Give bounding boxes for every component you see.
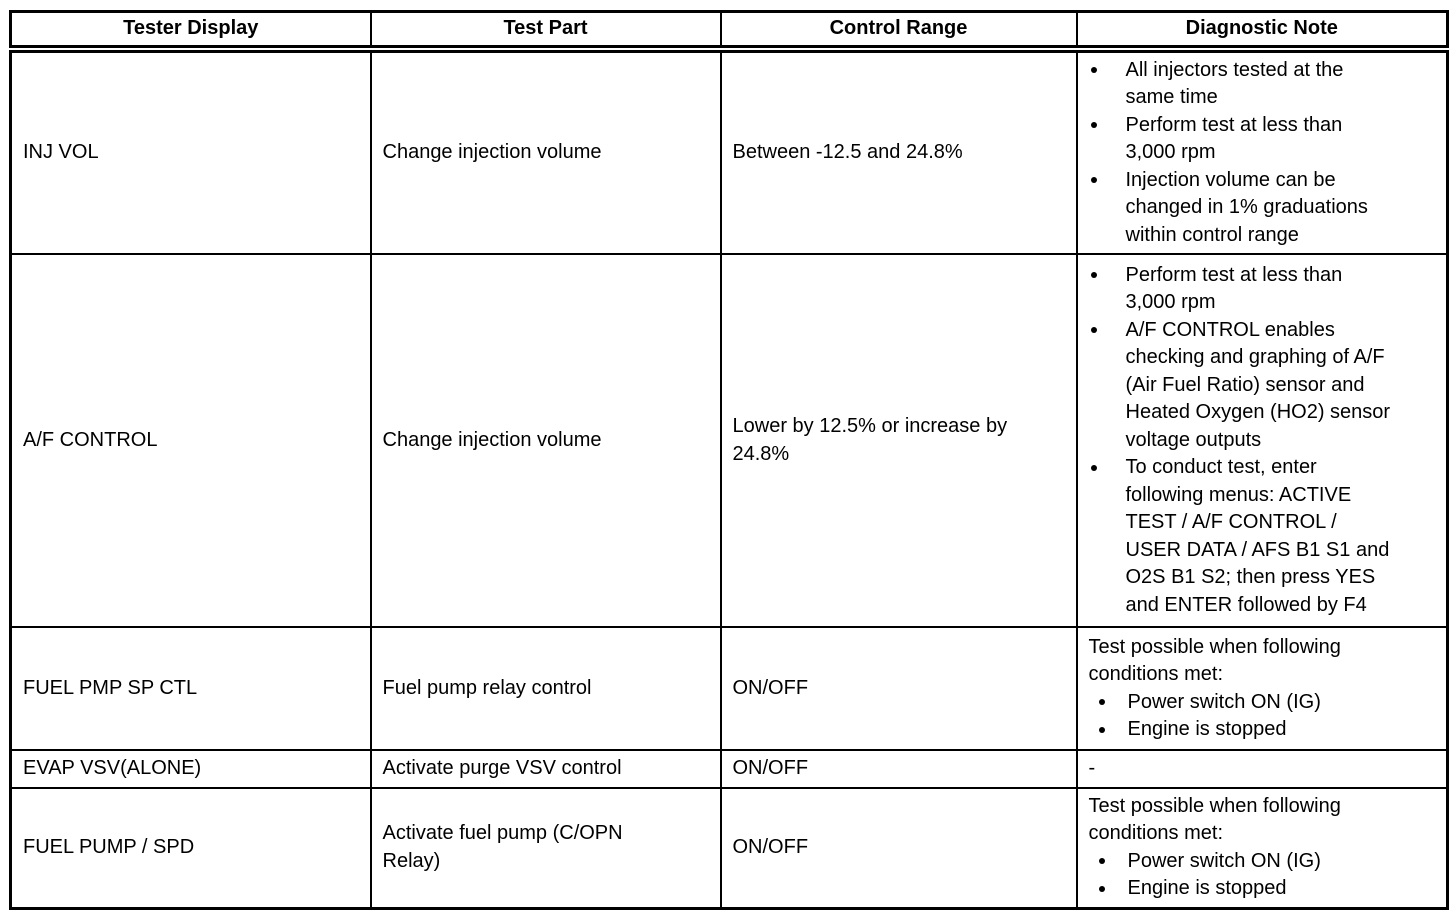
table-row: FUEL PUMP / SPD Activate fuel pump (C/OP…	[9, 786, 1449, 909]
note-bullet-list: Perform test at less than 3,000 rpm A/F C…	[1089, 262, 1439, 620]
cell-tester-display: INJ VOL	[9, 47, 372, 255]
cell-diagnostic-note: Perform test at less than 3,000 rpm A/F C…	[1075, 253, 1449, 628]
cell-diagnostic-note: Test possible when following conditions …	[1075, 786, 1449, 909]
cell-test-part: Activate purge VSV control	[369, 749, 722, 789]
cell-diagnostic-note: All injectors tested at the same time Per…	[1075, 47, 1449, 255]
note-bullet-list: Power switch ON (IG) Engine is stopped	[1089, 689, 1439, 744]
column-header-control-range: Control Range	[719, 10, 1078, 53]
note-bullet-item: A/F CONTROL enables checking and graphin…	[1089, 317, 1439, 455]
note-bullet-list: All injectors tested at the same time Per…	[1089, 57, 1439, 250]
note-intro: Test possible when following conditions …	[1088, 635, 1341, 686]
column-header-diagnostic-note: Diagnostic Note	[1075, 10, 1449, 53]
cell-test-part: Change injection volume	[369, 47, 722, 255]
note-bullet-item: Engine is stopped	[1089, 875, 1439, 903]
table-row: EVAP VSV(ALONE) Activate purge VSV contr…	[9, 749, 1449, 789]
cell-control-range: ON/OFF	[719, 626, 1078, 751]
note-bullet-list: Power switch ON (IG) Engine is stopped	[1089, 848, 1439, 903]
column-header-test-part: Test Part	[369, 10, 722, 53]
diagnostic-table: Tester Display Test Part Control Range D…	[9, 10, 1449, 910]
note-bullet-item: Engine is stopped	[1089, 716, 1439, 744]
cell-diagnostic-note: Test possible when following conditions …	[1075, 626, 1449, 751]
cell-control-range: ON/OFF	[719, 749, 1078, 789]
note-text: -	[1088, 757, 1096, 779]
cell-control-range: ON/OFF	[719, 786, 1078, 909]
cell-diagnostic-note: -	[1075, 749, 1449, 789]
cell-tester-display: EVAP VSV(ALONE)	[9, 749, 372, 789]
cell-tester-display: FUEL PUMP / SPD	[9, 786, 372, 909]
note-bullet-item: All injectors tested at the same time	[1089, 57, 1439, 112]
note-bullet-item: To conduct test, enter following menus: …	[1089, 454, 1439, 619]
table-row: INJ VOL Change injection volume Between …	[9, 47, 1449, 255]
cell-test-part: Fuel pump relay control	[369, 626, 722, 751]
table-row: FUEL PMP SP CTL Fuel pump relay control …	[9, 626, 1449, 751]
cell-test-part: Activate fuel pump (C/OPN Relay)	[369, 786, 722, 909]
cell-tester-display: FUEL PMP SP CTL	[9, 626, 372, 751]
note-bullet-item: Power switch ON (IG)	[1089, 848, 1439, 876]
note-bullet-item: Power switch ON (IG)	[1089, 689, 1439, 717]
note-bullet-item: Injection volume can be changed in 1% gr…	[1089, 167, 1439, 250]
header-row: Tester Display Test Part Control Range D…	[9, 10, 1449, 53]
column-header-tester-display: Tester Display	[9, 10, 372, 53]
note-bullet-item: Perform test at less than 3,000 rpm	[1089, 262, 1439, 317]
cell-control-range: Between -12.5 and 24.8%	[719, 47, 1078, 255]
table-row: A/F CONTROL Change injection volume Lowe…	[9, 253, 1449, 628]
cell-control-range: Lower by 12.5% or increase by 24.8%	[719, 253, 1078, 628]
note-intro: Test possible when following conditions …	[1088, 794, 1341, 845]
cell-tester-display: A/F CONTROL	[9, 253, 372, 628]
cell-test-part: Change injection volume	[369, 253, 722, 628]
note-bullet-item: Perform test at less than 3,000 rpm	[1089, 112, 1439, 167]
